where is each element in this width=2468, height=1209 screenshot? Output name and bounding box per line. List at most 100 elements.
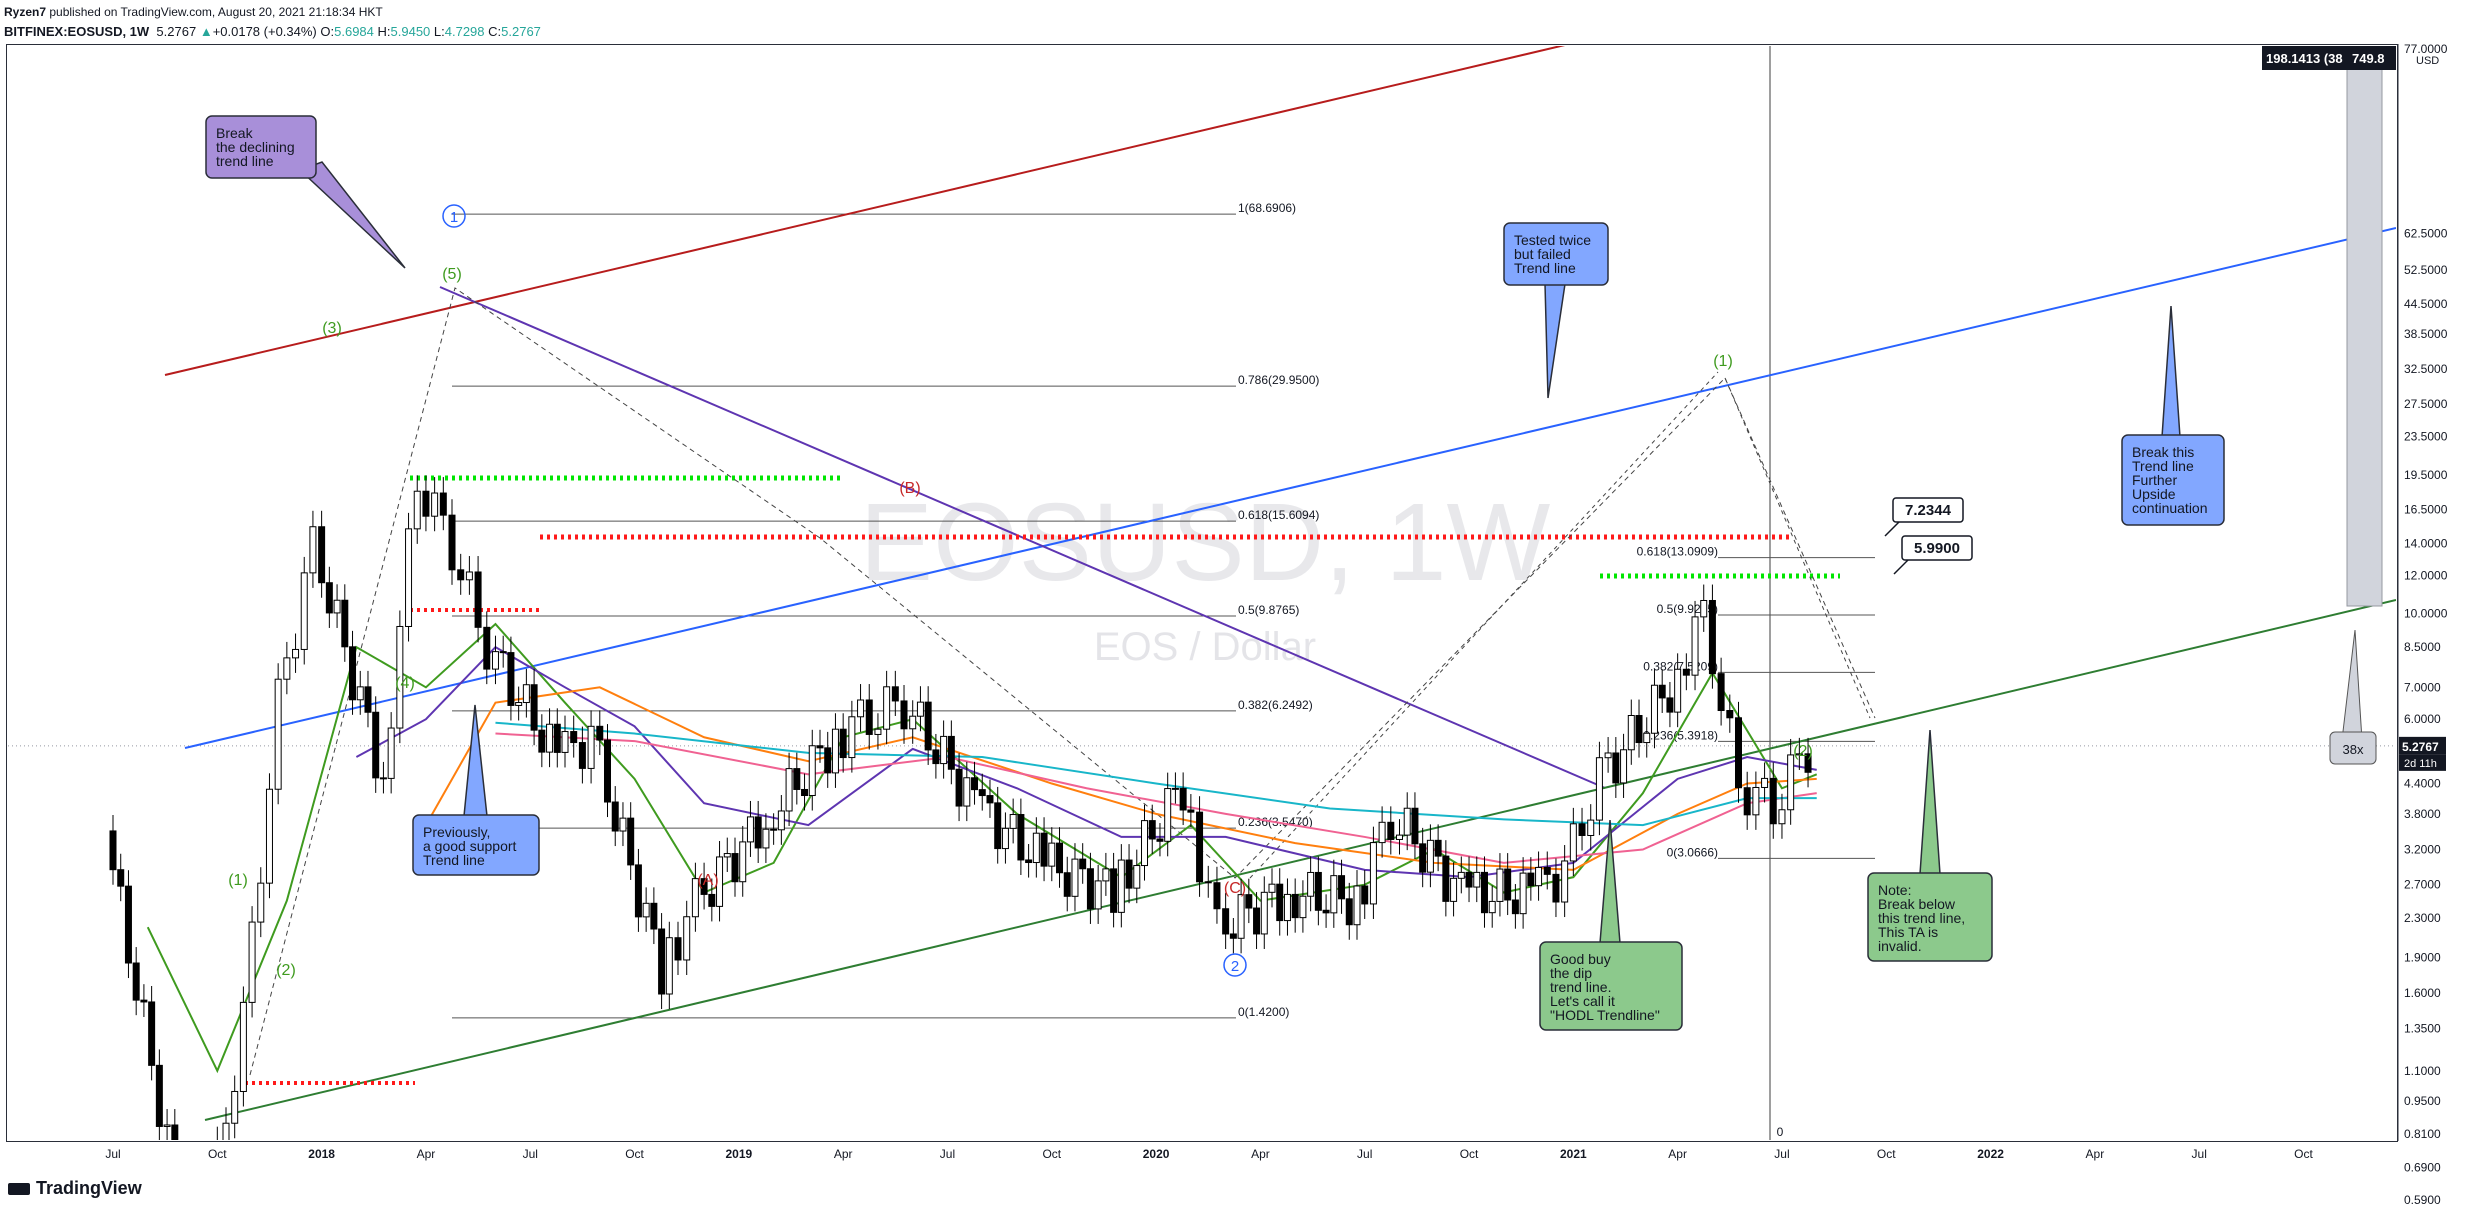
candle-body <box>909 715 917 730</box>
candle-body <box>1717 673 1725 712</box>
candle-body <box>274 678 282 790</box>
candle-body <box>1674 668 1682 713</box>
candle-body <box>1595 757 1603 821</box>
x-tick-label: Apr <box>1251 1147 1270 1161</box>
candle-body <box>1196 811 1204 883</box>
candle-body <box>1378 821 1386 844</box>
fib-left-label: 1(68.6906) <box>1238 201 1296 215</box>
candle-body <box>754 816 762 849</box>
wave-circle-label: 2 <box>1231 958 1239 975</box>
x-tick-label: Apr <box>2086 1147 2105 1161</box>
brand-text: TradingView <box>36 1178 142 1198</box>
candle-body <box>124 885 132 964</box>
candle-body <box>1222 908 1230 935</box>
candle-body <box>1442 855 1450 902</box>
note-tested-twice-text: but failed <box>1514 246 1571 262</box>
candle-body <box>1395 834 1403 840</box>
position-info-text2: 749.8 <box>2352 51 2385 66</box>
y-tick-label: 7.0000 <box>2404 680 2441 694</box>
tradingview-brand[interactable]: TradingView <box>8 1178 142 1199</box>
candle-body <box>1561 860 1569 903</box>
candle-body <box>658 928 666 995</box>
candle-body <box>197 1185 203 1209</box>
candle-body <box>1411 807 1419 845</box>
candle-body <box>1488 900 1496 914</box>
x-tick-label: Oct <box>2294 1147 2313 1161</box>
candle-body <box>650 902 658 930</box>
candle-body <box>716 856 724 907</box>
x-tick-label: Apr <box>834 1147 853 1161</box>
wave-label: (1) <box>228 872 248 889</box>
candle-body <box>839 728 847 759</box>
candle-body <box>604 739 612 803</box>
candle-body <box>1465 871 1473 888</box>
note-break-this-box <box>2121 434 2225 526</box>
candle-body <box>1403 807 1411 836</box>
candle-body <box>924 701 932 751</box>
candle-body <box>1283 893 1291 922</box>
candle-body <box>619 817 627 832</box>
candle-body <box>665 937 673 995</box>
wave-label: (2) <box>1793 743 1813 760</box>
price-tag-label: 5.9900 <box>1914 540 1960 557</box>
candle-body <box>239 1001 247 1092</box>
wave-path <box>249 287 1876 1076</box>
y-tick-label: 1.3500 <box>2404 1021 2441 1035</box>
candle-body <box>474 571 482 628</box>
candle-body <box>587 725 595 769</box>
candle-body <box>1291 893 1299 919</box>
candle-body <box>465 571 473 581</box>
note-below-text: this trend line, <box>1878 910 1965 926</box>
candle-body <box>940 735 948 765</box>
candle-body <box>265 788 273 884</box>
candle-body <box>1387 821 1395 840</box>
candle-body <box>1535 866 1543 887</box>
candle-body <box>746 816 754 843</box>
x-tick-label: Apr <box>417 1147 436 1161</box>
candle-body <box>1094 880 1102 910</box>
candle-body <box>483 626 491 670</box>
candle-body <box>634 864 642 918</box>
candle-body <box>439 492 447 516</box>
candle-body <box>570 731 578 744</box>
resistance-trendline <box>164 46 1566 376</box>
x-tick-label: Oct <box>208 1147 227 1161</box>
leverage-box <box>2329 731 2377 765</box>
note-good-buy-text: Good buy <box>1550 951 1611 967</box>
y-unit-label: USD <box>2416 55 2439 67</box>
candle-body <box>1017 814 1025 861</box>
price-tag-label: 7.2344 <box>1905 502 1952 519</box>
candle-body <box>1761 777 1769 788</box>
y-tick-label: 2.7000 <box>2404 878 2441 892</box>
plot-area: EOSUSD, 1W EOS / Dollar 0 1(68.6906) 0.786(2… <box>8 46 2396 1209</box>
candle-body <box>387 727 395 779</box>
candle-body <box>1643 732 1651 744</box>
candle-body <box>132 962 140 1001</box>
symbol-label[interactable]: BITFINEX:EOSUSD, 1W <box>4 24 150 39</box>
y-tick-label: 0.8100 <box>2404 1127 2441 1141</box>
candle-body <box>1338 875 1346 900</box>
x-tick-label: Jul <box>2192 1147 2207 1161</box>
candle-body <box>963 777 971 807</box>
note-previously-text: a good support <box>423 838 517 854</box>
note-break-declining-text: the declining <box>216 139 295 155</box>
note-tested-twice-text: Tested twice <box>1514 232 1591 248</box>
candle-body <box>1179 787 1187 811</box>
candle-body <box>1063 872 1071 897</box>
y-tick-label: 6.0000 <box>2404 712 2441 726</box>
candle-body <box>171 1124 179 1140</box>
y-tick-label: 8.5000 <box>2404 640 2441 654</box>
low-value: 4.7298 <box>444 24 485 39</box>
author-name[interactable]: Ryzen7 <box>4 5 47 19</box>
x-tick-label: Oct <box>1460 1147 1479 1161</box>
candle-body <box>1117 859 1125 913</box>
candle-body <box>848 716 856 759</box>
wave-label: (A) <box>697 872 718 889</box>
position-info-box <box>2262 46 2396 70</box>
candle-body <box>762 828 770 849</box>
candle-body <box>448 514 456 571</box>
candle-body <box>405 528 413 627</box>
